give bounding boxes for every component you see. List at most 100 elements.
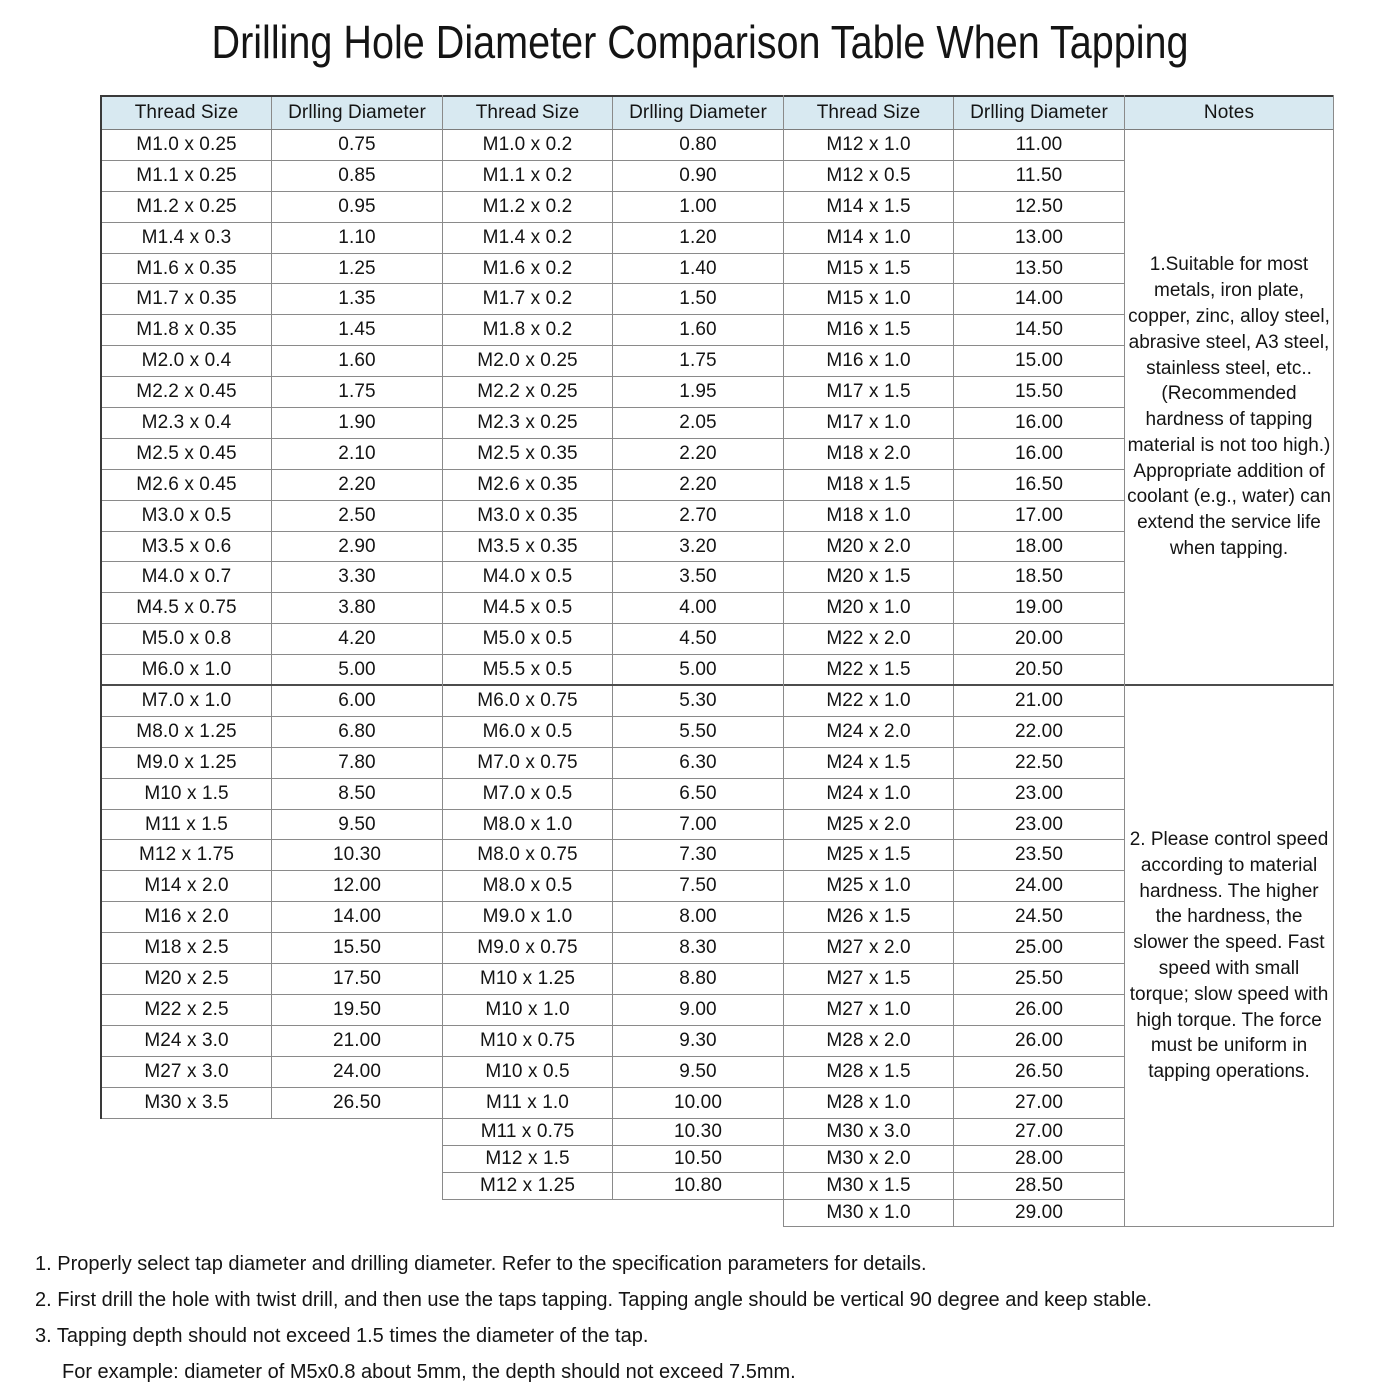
header-thread-size-2: Thread Size xyxy=(443,97,613,129)
thread-size-cell: M30 x 3.0 xyxy=(784,1118,954,1145)
table-row: M4.0 x 0.7 3.30 xyxy=(102,562,442,594)
thread-size-cell: M24 x 3.0 xyxy=(102,1025,272,1056)
thread-size-cell: M22 x 2.5 xyxy=(102,994,272,1025)
footer-line-3: 3. Tapping depth should not exceed 1.5 t… xyxy=(35,1325,649,1347)
drill-diameter-cell: 0.90 xyxy=(679,164,717,186)
drill-diameter-cell: 1.00 xyxy=(679,195,717,217)
drill-diameter-cell: 3.20 xyxy=(679,535,717,557)
drill-diameter-cell: 16.00 xyxy=(1014,442,1064,464)
drill-diameter-cell: 0.75 xyxy=(338,133,376,155)
drill-diameter-cell: 10.00 xyxy=(673,1091,723,1113)
table-header-row: Thread Size Drlling Diameter xyxy=(102,95,442,130)
drill-diameter-cell: 15.50 xyxy=(332,937,382,959)
table-row: M20 x 2.5 17.50 xyxy=(102,964,442,995)
drill-diameter-cell: 26.00 xyxy=(1014,1029,1064,1051)
drill-diameter-cell: 6.50 xyxy=(679,782,717,804)
table-row: M7.0 x 0.5 6.50 xyxy=(443,778,783,810)
thread-size-cell: M2.3 x 0.25 xyxy=(443,408,613,438)
thread-size-cell: M1.7 x 0.2 xyxy=(443,284,613,315)
drill-diameter-cell: 0.95 xyxy=(338,195,376,217)
drill-diameter-cell: 14.50 xyxy=(1014,319,1064,341)
table-row: M25 x 2.0 23.00 xyxy=(784,809,1124,841)
thread-size-cell: M10 x 1.25 xyxy=(443,964,613,994)
drill-diameter-cell: 2.20 xyxy=(338,473,376,495)
table-row: M30 x 1.0 29.00 xyxy=(784,1199,1124,1227)
drill-diameter-cell: 13.00 xyxy=(1014,226,1064,248)
thread-size-cell: M1.8 x 0.35 xyxy=(102,315,272,346)
thread-size-cell: M7.0 x 0.5 xyxy=(443,778,613,809)
drill-diameter-cell: 22.00 xyxy=(1014,720,1064,742)
table-row: M2.6 x 0.45 2.20 xyxy=(102,469,442,501)
thread-size-cell: M6.0 x 0.75 xyxy=(443,686,613,716)
table-row: M22 x 1.0 21.00 xyxy=(784,686,1124,717)
drill-diameter-cell: 1.45 xyxy=(338,319,376,341)
thread-size-cell: M2.0 x 0.25 xyxy=(443,346,613,377)
table-row: M1.4 x 0.3 1.10 xyxy=(102,222,442,254)
thread-size-cell: M1.2 x 0.2 xyxy=(443,191,613,222)
table-row: M1.8 x 0.2 1.60 xyxy=(443,315,783,347)
table-body-1: M1.0 x 0.25 0.75 M1.1 x 0.25 0.85 M1.2 x 0.2… xyxy=(102,130,442,1119)
table-row: M8.0 x 0.75 7.30 xyxy=(443,840,783,872)
table-row: M1.1 x 0.25 0.85 xyxy=(102,160,442,192)
thread-size-cell: M1.4 x 0.3 xyxy=(102,222,272,253)
thread-size-cell: M25 x 2.0 xyxy=(784,809,954,840)
table-row: M24 x 1.5 22.50 xyxy=(784,747,1124,779)
table-row: M27 x 1.0 26.00 xyxy=(784,994,1124,1026)
table-header-row: Thread Size Drlling Diameter xyxy=(443,95,783,130)
table-row: M10 x 1.0 9.00 xyxy=(443,994,783,1026)
drill-diameter-cell: 2.90 xyxy=(338,535,376,557)
table-row: M12 x 1.25 10.80 xyxy=(443,1172,783,1200)
drill-diameter-cell: 8.80 xyxy=(679,967,717,989)
thread-size-cell: M2.5 x 0.45 xyxy=(102,438,272,469)
table-row: M2.0 x 0.25 1.75 xyxy=(443,346,783,378)
table-row: M1.7 x 0.2 1.50 xyxy=(443,284,783,316)
table-row: M8.0 x 1.25 6.80 xyxy=(102,716,442,748)
table-row: M9.0 x 1.0 8.00 xyxy=(443,902,783,934)
drill-diameter-cell: 23.00 xyxy=(1014,782,1064,804)
table-row: M10 x 0.75 9.30 xyxy=(443,1025,783,1057)
table-row: M2.2 x 0.45 1.75 xyxy=(102,377,442,409)
header-thread-size-3: Thread Size xyxy=(784,97,954,129)
thread-size-cell: M9.0 x 1.0 xyxy=(443,902,613,933)
drill-diameter-cell: 1.35 xyxy=(338,288,376,310)
table-row: M2.5 x 0.45 2.10 xyxy=(102,438,442,470)
table-row: M11 x 1.0 10.00 xyxy=(443,1087,783,1119)
thread-size-cell: M12 x 1.25 xyxy=(443,1172,613,1199)
table-row: M2.5 x 0.35 2.20 xyxy=(443,438,783,470)
table-row: M17 x 1.0 16.00 xyxy=(784,408,1124,439)
drill-diameter-cell: 2.20 xyxy=(679,442,717,464)
drill-diameter-cell: 7.50 xyxy=(679,875,717,897)
header-thread-size-1: Thread Size xyxy=(102,97,272,129)
table-row: M10 x 1.25 8.80 xyxy=(443,964,783,995)
drill-diameter-cell: 16.50 xyxy=(1014,473,1064,495)
drill-diameter-cell: 9.50 xyxy=(679,1060,717,1082)
table-row: M10 x 0.5 9.50 xyxy=(443,1056,783,1088)
drill-diameter-cell: 5.00 xyxy=(338,658,376,680)
footer-line-1: 1. Properly select tap diameter and dril… xyxy=(35,1253,927,1275)
thread-size-cell: M28 x 2.0 xyxy=(784,1025,954,1056)
drill-diameter-cell: 26.00 xyxy=(1014,998,1064,1020)
drill-diameter-cell: 21.00 xyxy=(332,1029,382,1051)
drill-diameter-cell: 5.30 xyxy=(679,689,717,711)
table-row: M2.3 x 0.25 2.05 xyxy=(443,408,783,439)
drill-diameter-cell: 21.00 xyxy=(1014,689,1064,711)
table-row: M2.0 x 0.4 1.60 xyxy=(102,346,442,378)
thread-size-cell: M8.0 x 1.25 xyxy=(102,716,272,747)
drill-diameter-cell: 7.80 xyxy=(338,751,376,773)
thread-size-cell: M1.0 x 0.25 xyxy=(102,130,272,160)
thread-size-cell: M6.0 x 1.0 xyxy=(102,655,272,685)
thread-size-cell: M24 x 1.0 xyxy=(784,778,954,809)
drill-diameter-cell: 1.20 xyxy=(679,226,717,248)
drill-diameter-cell: 27.00 xyxy=(1014,1120,1064,1142)
thread-size-cell: M1.2 x 0.25 xyxy=(102,191,272,222)
table-row: M12 x 1.5 10.50 xyxy=(443,1145,783,1173)
drill-diameter-cell: 2.10 xyxy=(338,442,376,464)
thread-size-cell: M7.0 x 0.75 xyxy=(443,747,613,778)
table-row: M15 x 1.0 14.00 xyxy=(784,284,1124,316)
drill-diameter-cell: 16.00 xyxy=(1014,411,1064,433)
table-row: M1.0 x 0.25 0.75 xyxy=(102,130,442,161)
table-row: M8.0 x 1.0 7.00 xyxy=(443,809,783,841)
thread-size-cell: M10 x 1.0 xyxy=(443,994,613,1025)
thread-size-cell: M2.0 x 0.4 xyxy=(102,346,272,377)
table-group-1: Thread Size Drlling Diameter M1.0 x 0.25… xyxy=(100,95,442,1119)
